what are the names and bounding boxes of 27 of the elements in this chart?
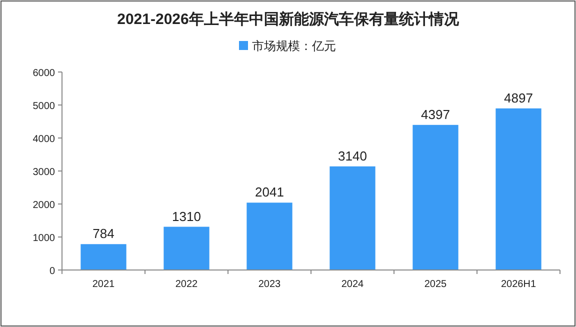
x-tick-label: 2022	[175, 279, 198, 290]
bar	[246, 202, 292, 270]
bar	[80, 244, 126, 270]
x-tick-label: 2021	[92, 279, 116, 290]
data-label: 4897	[504, 90, 533, 106]
x-tick-label: 2026H1	[500, 279, 536, 290]
data-label: 2041	[255, 184, 284, 200]
bar	[496, 108, 542, 270]
x-tick-label: 2023	[258, 279, 282, 290]
data-label: 3140	[338, 148, 367, 164]
legend: 市场规模：亿元	[239, 39, 336, 53]
y-tick-label: 2000	[32, 200, 56, 211]
y-tick-label: 4000	[32, 134, 56, 145]
y-tick-label: 5000	[32, 101, 56, 112]
y-tick-label: 6000	[32, 68, 56, 79]
chart-title: 2021-2026年上半年中国新能源汽车保有量统计情况	[117, 10, 460, 28]
bar	[164, 226, 210, 270]
bar	[412, 124, 458, 270]
data-label: 1310	[172, 208, 201, 224]
x-tick-label: 2024	[341, 279, 364, 290]
bar	[330, 166, 376, 270]
data-label: 784	[92, 226, 114, 242]
y-tick-label: 1000	[32, 233, 56, 244]
data-label: 4397	[421, 106, 450, 122]
y-tick-label: 0	[49, 266, 56, 277]
x-tick-label: 2025	[424, 279, 448, 290]
y-tick-label: 3000	[32, 167, 56, 178]
